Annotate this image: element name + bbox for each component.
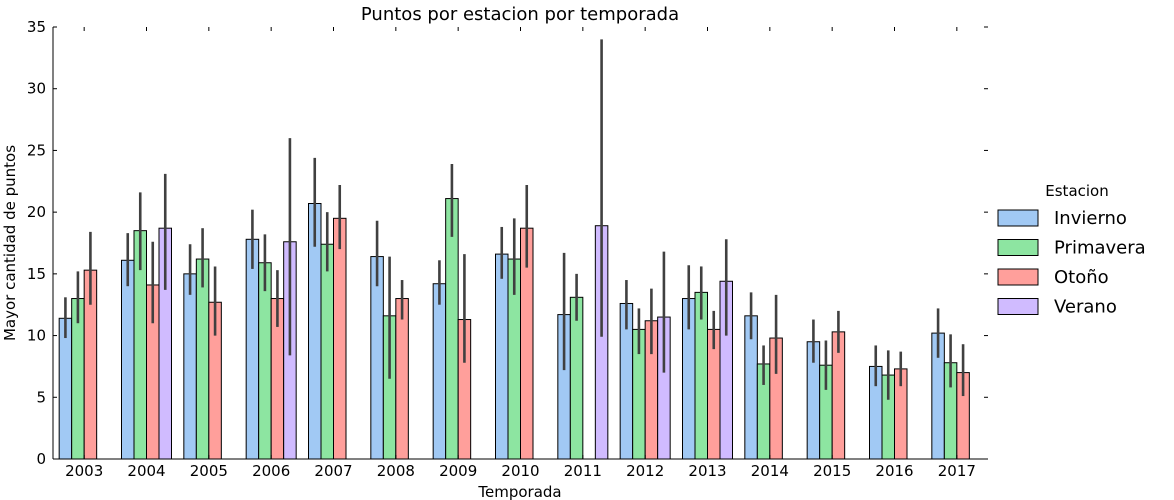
y-axis-title: Mayor cantidad de puntos — [1, 145, 19, 341]
bar-invierno-2004 — [121, 259, 135, 460]
x-tick-label: 2007 — [314, 462, 352, 480]
x-tick-label: 2003 — [65, 462, 103, 480]
bar-invierno-2009 — [432, 283, 447, 460]
bar-invierno-2003 — [58, 317, 73, 460]
y-tick-label: 0 — [36, 450, 46, 468]
bar-invierno-2006 — [245, 238, 260, 460]
legend-title: Estacion — [1045, 182, 1108, 200]
legend-swatch — [997, 298, 1039, 315]
bar-invierno-2008 — [370, 256, 384, 460]
legend-label: Primavera — [1054, 238, 1146, 259]
x-tick-label: 2009 — [439, 462, 477, 480]
y-tick-label: 10 — [27, 327, 46, 345]
chart-title: Puntos por estacion por temporada — [361, 4, 679, 25]
x-ticks: 2003 2004 2005 2006 2007 2008 2009 2010 2011 2012… — [65, 27, 976, 480]
x-tick-label: 2005 — [190, 462, 228, 480]
y-tick-label: 30 — [27, 80, 46, 98]
bar-primavera-2006 — [258, 262, 272, 460]
legend: Estacion Invierno Primavera Otoño Verano — [997, 182, 1146, 318]
x-tick-label: 2011 — [564, 462, 602, 480]
y-tick-label: 5 — [36, 388, 46, 406]
bar-primavera-2007 — [320, 243, 334, 460]
x-tick-label: 2008 — [377, 462, 415, 480]
y-tick-label: 35 — [27, 18, 46, 36]
legend-swatch — [997, 268, 1039, 286]
error-bars-layer — [64, 39, 965, 400]
x-tick-label: 2013 — [688, 462, 726, 480]
y-tick-label: 25 — [27, 141, 46, 159]
x-axis-title: Temporada — [477, 483, 561, 500]
y-tick-label: 20 — [27, 203, 46, 221]
bar-primavera-2009 — [445, 198, 459, 460]
legend-label: Otoño — [1054, 267, 1109, 288]
bar-otoño-2007 — [333, 217, 347, 460]
x-tick-label: 2004 — [127, 462, 165, 480]
x-tick-label: 2016 — [875, 462, 913, 480]
legend-swatch — [997, 209, 1039, 227]
x-tick-label: 2012 — [626, 462, 664, 480]
x-tick-label: 2014 — [751, 462, 789, 480]
legend-label: Verano — [1054, 297, 1117, 318]
x-tick-label: 2006 — [252, 462, 290, 480]
bar-otoño-2008 — [395, 298, 409, 460]
legend-swatch — [997, 239, 1039, 256]
y-tick-label: 15 — [27, 265, 46, 283]
bar-primavera-2011 — [569, 296, 584, 460]
y-ticks: 0 5 10 15 20 25 30 35 — [27, 18, 988, 468]
bar-invierno-2005 — [183, 273, 197, 460]
legend-label: Invierno — [1054, 208, 1127, 229]
x-tick-label: 2010 — [501, 462, 539, 480]
x-tick-label: 2017 — [938, 462, 976, 480]
bar-invierno-2010 — [495, 253, 509, 460]
x-tick-label: 2015 — [813, 462, 851, 480]
bar-primavera-2005 — [195, 258, 210, 460]
